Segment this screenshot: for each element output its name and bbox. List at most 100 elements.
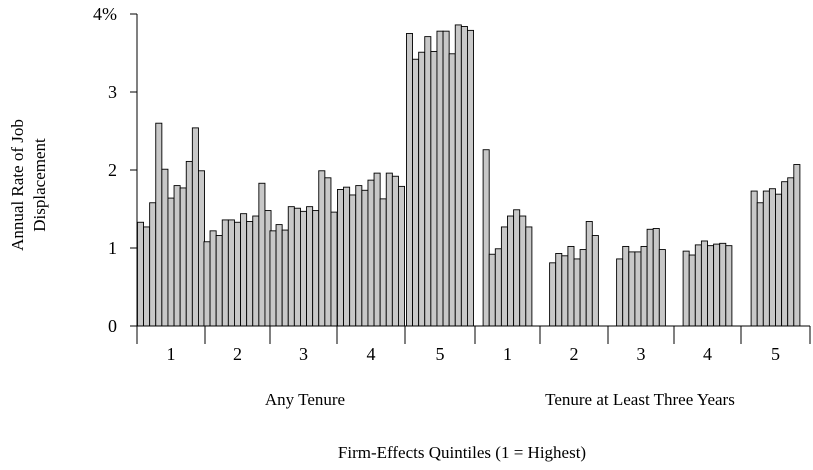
bar: [252, 215, 260, 327]
bar: [167, 197, 175, 327]
group-label-any-tenure: Any Tenure: [265, 390, 345, 409]
bar: [719, 242, 727, 327]
bar: [652, 228, 660, 327]
group-label-tenure-three-years: Tenure at Least Three Years: [545, 390, 735, 409]
bar: [191, 127, 199, 327]
bar: [507, 215, 515, 327]
bar: [488, 253, 496, 327]
bar: [787, 177, 795, 327]
x-tick-label: 5: [771, 344, 780, 364]
y-tick-label: 4%: [93, 4, 117, 24]
bar: [412, 58, 420, 327]
bar: [398, 185, 406, 327]
bar: [367, 179, 375, 327]
bar: [406, 33, 414, 327]
bar: [549, 262, 557, 327]
bar: [324, 177, 332, 327]
bar: [293, 207, 301, 327]
y-tick-label: 1: [108, 238, 117, 258]
y-tick-label: 2: [108, 160, 117, 180]
bar: [622, 245, 630, 327]
x-tick-label: 2: [233, 344, 242, 364]
bar: [756, 202, 764, 327]
bar: [373, 172, 381, 327]
bar: [579, 249, 587, 327]
bar: [573, 258, 581, 327]
bar: [173, 185, 181, 327]
bar: [775, 193, 783, 327]
bar: [306, 206, 314, 327]
y-axis-label-line-2: Displacement: [30, 138, 49, 232]
bar: [143, 226, 151, 327]
bar: [640, 245, 648, 327]
bar: [355, 185, 363, 327]
x-tick-label: 5: [436, 344, 445, 364]
bar: [781, 181, 789, 327]
bar: [567, 245, 575, 327]
bar: [585, 221, 593, 327]
bar: [700, 240, 708, 327]
bar: [155, 122, 163, 327]
bar: [343, 186, 351, 327]
bar: [215, 235, 223, 327]
bar: [525, 226, 533, 327]
bar: [379, 198, 387, 327]
bar: [591, 235, 599, 327]
bar: [513, 209, 521, 327]
bar: [634, 251, 642, 327]
bar: [258, 182, 266, 327]
bar: [349, 194, 357, 327]
bar: [682, 250, 690, 327]
bar: [454, 24, 462, 327]
x-tick-label: 2: [570, 344, 579, 364]
bar: [281, 229, 289, 327]
bar: [460, 26, 468, 327]
bar: [750, 190, 758, 327]
bar: [658, 249, 666, 327]
bar: [694, 244, 702, 327]
bar: [337, 189, 345, 327]
bar: [725, 245, 733, 327]
bar: [793, 164, 801, 327]
bar: [762, 190, 770, 327]
x-tick-label: 4: [367, 344, 376, 364]
x-tick-label: 3: [637, 344, 646, 364]
bar: [269, 230, 277, 327]
bar: [361, 189, 369, 327]
bar: [467, 29, 475, 327]
bar: [713, 243, 721, 327]
bar: [161, 168, 169, 327]
bar: [318, 170, 326, 327]
bar: [149, 202, 157, 327]
bar: [221, 219, 229, 327]
bar: [246, 221, 254, 327]
bar: [179, 187, 187, 327]
bar: [424, 36, 432, 327]
bar: [519, 215, 527, 327]
x-axis-label: Firm-Effects Quintiles (1 = Highest): [338, 443, 586, 462]
bar: [500, 226, 508, 327]
bar: [209, 230, 217, 327]
y-axis-label-line-1: Annual Rate of Job: [8, 119, 27, 251]
bar: [616, 258, 624, 327]
bar: [430, 50, 438, 327]
bar: [646, 228, 654, 327]
bar: [287, 206, 295, 327]
bar: [275, 224, 283, 327]
bar: [385, 172, 393, 327]
bar: [227, 219, 235, 327]
bar: [442, 30, 450, 327]
bar: [555, 253, 563, 327]
y-tick-label: 3: [108, 82, 117, 102]
bar: [707, 245, 715, 327]
bar: [628, 251, 636, 327]
x-tick-label: 1: [503, 344, 512, 364]
bar: [494, 248, 502, 327]
y-tick-label: 0: [108, 316, 117, 336]
bar: [240, 213, 248, 327]
bar: [300, 210, 308, 327]
y-axis-label: Annual Rate of Job Displacement: [8, 119, 49, 251]
bar: [418, 51, 426, 327]
